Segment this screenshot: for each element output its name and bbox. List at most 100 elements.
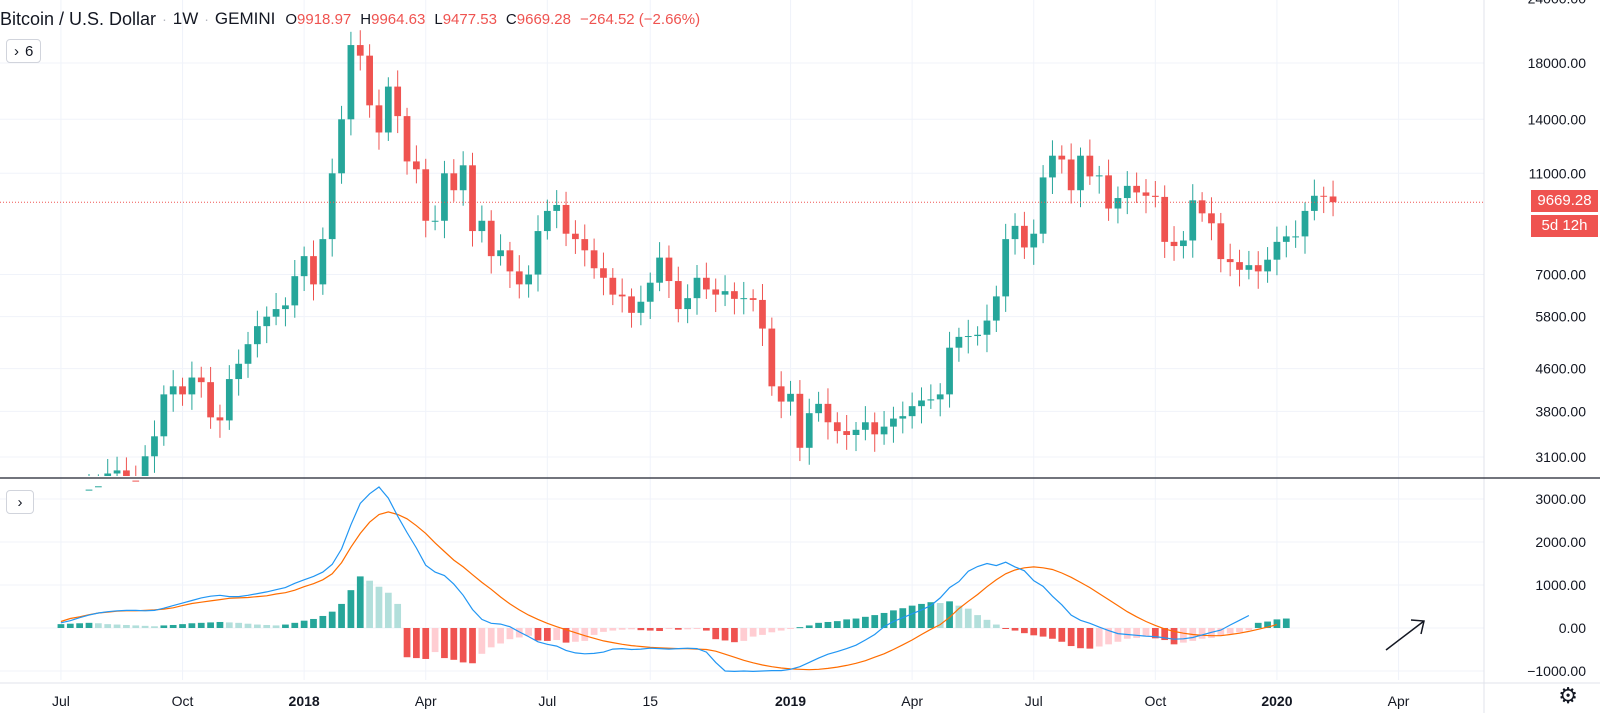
macd-histogram-bar: [197, 622, 205, 628]
macd-histogram-bar: [656, 628, 663, 632]
candle-body: [1189, 200, 1197, 241]
bar-countdown-badge: 5d 12h: [1531, 215, 1598, 237]
candle-body: [656, 257, 663, 283]
chevron-right-icon: ›: [17, 493, 23, 511]
macd-histogram-bar: [515, 628, 523, 638]
candle-body: [815, 403, 822, 414]
macd-histogram-bar: [805, 625, 813, 628]
candle-body: [254, 326, 261, 345]
candle-body: [1039, 177, 1047, 234]
candle-body: [431, 220, 439, 222]
candle-body: [908, 406, 916, 417]
candle-body: [918, 400, 925, 407]
ohlc-values: O9918.97 H9964.63 L9477.53 C9669.28 −264.52 …: [285, 11, 709, 28]
macd-histogram-bar: [712, 628, 720, 640]
macd-histogram-bar: [553, 628, 561, 641]
symbol-title[interactable]: Bitcoin / U.S. Dollar: [0, 8, 157, 29]
macd-histogram-bar: [1245, 628, 1253, 631]
candle-body: [225, 379, 233, 421]
candle-body: [497, 250, 504, 257]
candle-body: [768, 328, 776, 387]
macd-histogram-bar: [927, 602, 935, 628]
macd-legend-toggle-button[interactable]: ›: [6, 490, 34, 514]
macd-tick-label: 1000.00: [1535, 577, 1586, 593]
macd-histogram-bar: [1226, 628, 1234, 634]
candle-body: [525, 274, 532, 285]
macd-histogram-bar: [310, 618, 317, 628]
separator-dot: ·: [204, 11, 209, 27]
candle-body: [562, 204, 570, 234]
macd-histogram-bar: [85, 622, 93, 628]
candle-body: [553, 204, 561, 211]
candle-body: [1030, 233, 1038, 248]
macd-histogram-bar: [244, 623, 252, 628]
candle-body: [328, 173, 336, 240]
macd-histogram-bar: [609, 628, 617, 631]
candle-body: [927, 399, 935, 401]
candle-body: [824, 403, 832, 423]
candle-body: [356, 45, 364, 56]
candle-body: [862, 422, 869, 430]
macd-histogram-bar: [1180, 628, 1187, 643]
legend-expand-button[interactable]: › 6: [6, 39, 42, 63]
candle-body: [197, 377, 205, 383]
price-axis[interactable]: 24000.00 18000.00 14000.00 11000.00 7000.00 5…: [1528, 0, 1587, 465]
chevron-right-icon: ›: [14, 42, 19, 60]
candle-body: [1067, 159, 1075, 191]
price-tick-label: 3800.00: [1535, 403, 1586, 419]
macd-histogram-bar: [740, 628, 748, 641]
candle-body: [1161, 196, 1169, 242]
macd-histogram-bar: [1058, 628, 1066, 642]
candle-body: [123, 470, 130, 476]
macd-histogram-bar: [1133, 628, 1140, 638]
macd-histogram-bar: [637, 628, 645, 631]
price-tick-label: 5800.00: [1535, 309, 1586, 325]
macd-axis[interactable]: 3000.00 2000.00 1000.00 0.00 −1000.00: [1527, 491, 1586, 679]
macd-histogram-bar: [94, 623, 102, 628]
candle-body: [1114, 198, 1122, 209]
candle-body: [459, 165, 467, 191]
candle-body: [759, 299, 766, 329]
candle-body: [712, 289, 720, 295]
time-axis[interactable]: Jul Oct 2018 Apr Jul 15 2019 Apr Jul Oct 2020 Apr: [52, 693, 1410, 709]
macd-histogram-bar: [674, 628, 682, 630]
candle-body: [113, 470, 121, 474]
open-value: 9918.97: [297, 10, 352, 28]
candle-body: [1310, 195, 1318, 211]
macd-histogram-bar: [1151, 628, 1159, 639]
candle-body: [1086, 155, 1094, 177]
gear-icon[interactable]: ⚙: [1558, 683, 1578, 708]
candle-body: [169, 386, 177, 395]
candle-body: [413, 161, 420, 170]
candle-body: [1273, 241, 1281, 260]
arrow-annotation-head: [1410, 619, 1425, 635]
candle-body: [450, 173, 458, 191]
macd-histogram-bar: [618, 628, 626, 630]
macd-histogram-bar: [207, 622, 214, 628]
macd-histogram-bar: [824, 621, 832, 628]
candle-body: [674, 281, 682, 310]
candle-body: [319, 239, 327, 285]
macd-histogram-bar: [1114, 628, 1122, 642]
candle-body: [469, 165, 476, 232]
macd-histogram-bar: [843, 619, 851, 628]
macd-histogram-bar: [328, 611, 336, 628]
candle-body: [487, 220, 495, 257]
macd-histogram-bar: [1208, 628, 1215, 638]
macd-histogram-bar: [525, 628, 532, 636]
macd-histogram-bar: [749, 628, 757, 637]
interval-label: 1W: [172, 9, 199, 28]
macd-histogram-bar: [160, 625, 168, 628]
candle-body: [366, 55, 373, 106]
macd-histogram-bar: [282, 624, 289, 628]
time-tick-label: Jul: [52, 693, 70, 709]
candle-body: [282, 305, 289, 310]
macd-signal-line: [60, 511, 1278, 671]
macd-histogram-bar: [572, 628, 579, 642]
grid-lines: [0, 0, 1484, 680]
price-tick-label: 14000.00: [1528, 111, 1587, 127]
candle-body: [572, 233, 579, 240]
high-value: 9964.63: [371, 10, 426, 28]
